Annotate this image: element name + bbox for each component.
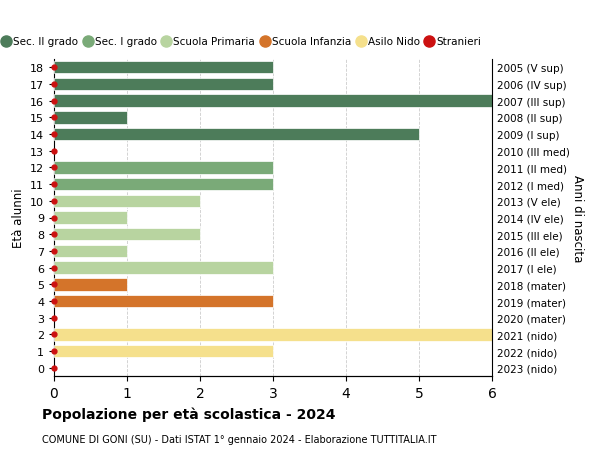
Y-axis label: Anni di nascita: Anni di nascita (571, 174, 584, 262)
Bar (54, 212, 127, 224)
Bar (54, 112, 127, 124)
Legend: Sec. II grado, Sec. I grado, Scuola Primaria, Scuola Infanzia, Asilo Nido, Stran: Sec. II grado, Sec. I grado, Scuola Prim… (0, 33, 485, 51)
Bar (54, 279, 127, 291)
Bar (54, 162, 273, 174)
Text: Popolazione per età scolastica - 2024: Popolazione per età scolastica - 2024 (42, 406, 335, 421)
Bar (54, 179, 273, 191)
Bar (54, 345, 273, 358)
Text: COMUNE DI GONI (SU) - Dati ISTAT 1° gennaio 2024 - Elaborazione TUTTITALIA.IT: COMUNE DI GONI (SU) - Dati ISTAT 1° genn… (42, 434, 437, 444)
Bar (54, 295, 273, 308)
Bar (54, 62, 273, 74)
Y-axis label: Età alunni: Età alunni (11, 188, 25, 248)
Bar (54, 78, 273, 91)
Bar (54, 229, 200, 241)
Bar (54, 245, 127, 257)
Bar (54, 129, 419, 141)
Bar (54, 195, 200, 207)
Bar (54, 262, 273, 274)
Bar (54, 95, 492, 107)
Bar (54, 329, 492, 341)
